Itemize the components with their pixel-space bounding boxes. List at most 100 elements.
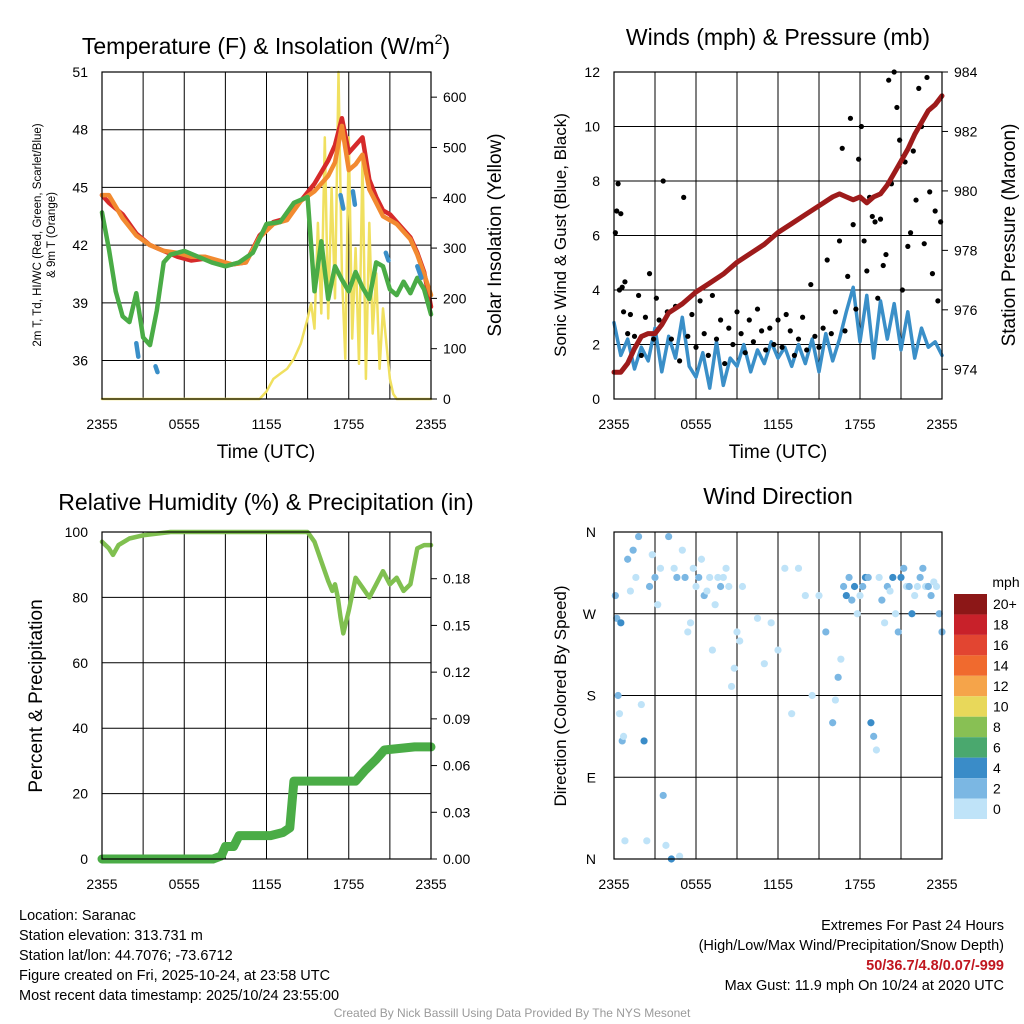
gust-point: [932, 208, 938, 214]
pressure-y-axis-label: Station Pressure (Maroon): [999, 124, 1020, 347]
gust-point: [767, 325, 773, 331]
gust-point: [921, 241, 927, 247]
wind-direction-point: [695, 573, 703, 582]
insolation-right-tick-label: 600: [443, 89, 467, 105]
temperature-plot-frame: [101, 71, 432, 400]
temperature-y-axis-label-line2: & 9m T (Orange): [46, 192, 58, 278]
winds-series: [611, 69, 945, 390]
precipitation-line: [97, 742, 436, 864]
humidity-chart-title: Relative Humidity (%) & Precipitation (i…: [58, 489, 473, 515]
hi-wc-segment: [415, 264, 424, 281]
winds-y-tick-label: 12: [584, 64, 600, 80]
gust-point: [894, 104, 900, 111]
wind-direction-point: [919, 564, 927, 572]
gust-point: [638, 352, 644, 358]
gust-point: [845, 273, 851, 279]
gust-point: [771, 341, 777, 348]
wind-direction-point: [670, 564, 678, 572]
pressure-right-tick-label: 974: [954, 361, 978, 377]
insolation-right-tick-label: 200: [443, 290, 467, 306]
gust-point: [697, 298, 703, 304]
wind-direction-point: [916, 573, 924, 582]
gust-point: [850, 222, 856, 228]
gust-point: [783, 311, 789, 318]
precipitation-right-tick-label: 0.03: [443, 804, 470, 820]
colorbar-label: 18: [993, 617, 1009, 633]
wind-direction-point: [837, 655, 845, 663]
extremes-title: Extremes For Past 24 Hours: [821, 918, 1004, 934]
wind-direction-point: [886, 587, 894, 595]
wind-direction-point: [753, 614, 762, 622]
wind-direction-point: [935, 610, 943, 618]
wind-direction-point: [703, 587, 711, 595]
credit-line: Created By Nick Bassill Using Data Provi…: [333, 1006, 691, 1020]
pressure-right-tick-label: 982: [954, 123, 978, 139]
wind-direction-point: [626, 587, 635, 595]
gust-point: [899, 287, 905, 293]
wind-direction-point: [848, 596, 856, 604]
colorbar-swatch: [954, 594, 987, 615]
wind-direction-point: [897, 573, 905, 582]
colorbar-swatch: [954, 675, 987, 697]
wind-direction-point: [673, 573, 681, 582]
gust-point: [646, 271, 653, 277]
gust-point: [916, 85, 922, 91]
humidity-panel: Relative Humidity (%) & Precipitation (i…: [26, 489, 474, 892]
precipitation-right-tick-label: 0.18: [443, 571, 470, 587]
humidity-grid: [101, 531, 432, 860]
wind-direction-point: [794, 564, 803, 572]
extremes-values: 50/36.7/4.8/0.07/-999: [866, 958, 1004, 974]
wind-direction-x-tick-label: 0555: [680, 876, 711, 892]
gust-point: [875, 295, 881, 301]
winds-x-tick-label: 2355: [926, 416, 957, 432]
sonic-wind-line: [612, 285, 944, 390]
wind-direction-point: [875, 573, 883, 582]
pressure-right-tick-label: 978: [954, 242, 978, 258]
hi-wc-segment: [383, 250, 391, 263]
wind-direction-point: [859, 582, 867, 591]
wind-direction-point: [774, 646, 782, 654]
wind-direction-point: [911, 591, 919, 600]
wind-direction-chart-title: Wind Direction: [703, 483, 853, 509]
gust-point: [614, 208, 620, 214]
humidity-y-tick-label: 80: [72, 589, 88, 605]
direction-tick-label: N: [586, 851, 596, 867]
wind-direction-point: [662, 841, 670, 849]
wind-direction-point: [665, 532, 673, 541]
wind-direction-point: [645, 582, 654, 591]
colorbar-swatch: [954, 737, 987, 758]
extremes-subtitle: (High/Low/Max Wind/Precipitation/Snow De…: [698, 938, 1004, 954]
9m-t-line: [99, 123, 434, 298]
gust-point: [880, 262, 886, 269]
gust-point: [631, 333, 638, 339]
wind-direction-point: [850, 582, 859, 591]
hi-wc-segment: [134, 340, 141, 359]
wind-direction-point: [864, 573, 872, 582]
pressure-right-tick-label: 976: [954, 302, 978, 318]
wind-direction-point: [637, 700, 645, 709]
humidity-y-tick-label: 40: [72, 720, 88, 736]
wind-direction-point: [856, 591, 864, 600]
wind-direction-point: [659, 791, 667, 800]
colorbar-swatch: [954, 757, 987, 779]
wind-direction-point: [681, 573, 689, 582]
winds-x-tick-label: 1155: [763, 416, 793, 432]
gust-point: [839, 145, 845, 151]
colorbar-swatch: [954, 655, 987, 676]
precipitation-right-tick-label: 0.00: [443, 851, 470, 867]
gust-point: [816, 344, 822, 350]
wind-direction-x-tick-label: 1755: [844, 876, 875, 892]
gust-point: [808, 281, 814, 288]
hi-wc-segment: [350, 189, 358, 207]
gust-point: [927, 189, 933, 195]
gust-point: [713, 336, 720, 342]
wind-direction-point: [872, 746, 881, 754]
gust-point: [872, 219, 878, 225]
humidity-series: [97, 529, 436, 864]
gust-point: [693, 344, 699, 350]
wind-direction-point: [932, 582, 941, 591]
gust-point: [795, 336, 802, 342]
